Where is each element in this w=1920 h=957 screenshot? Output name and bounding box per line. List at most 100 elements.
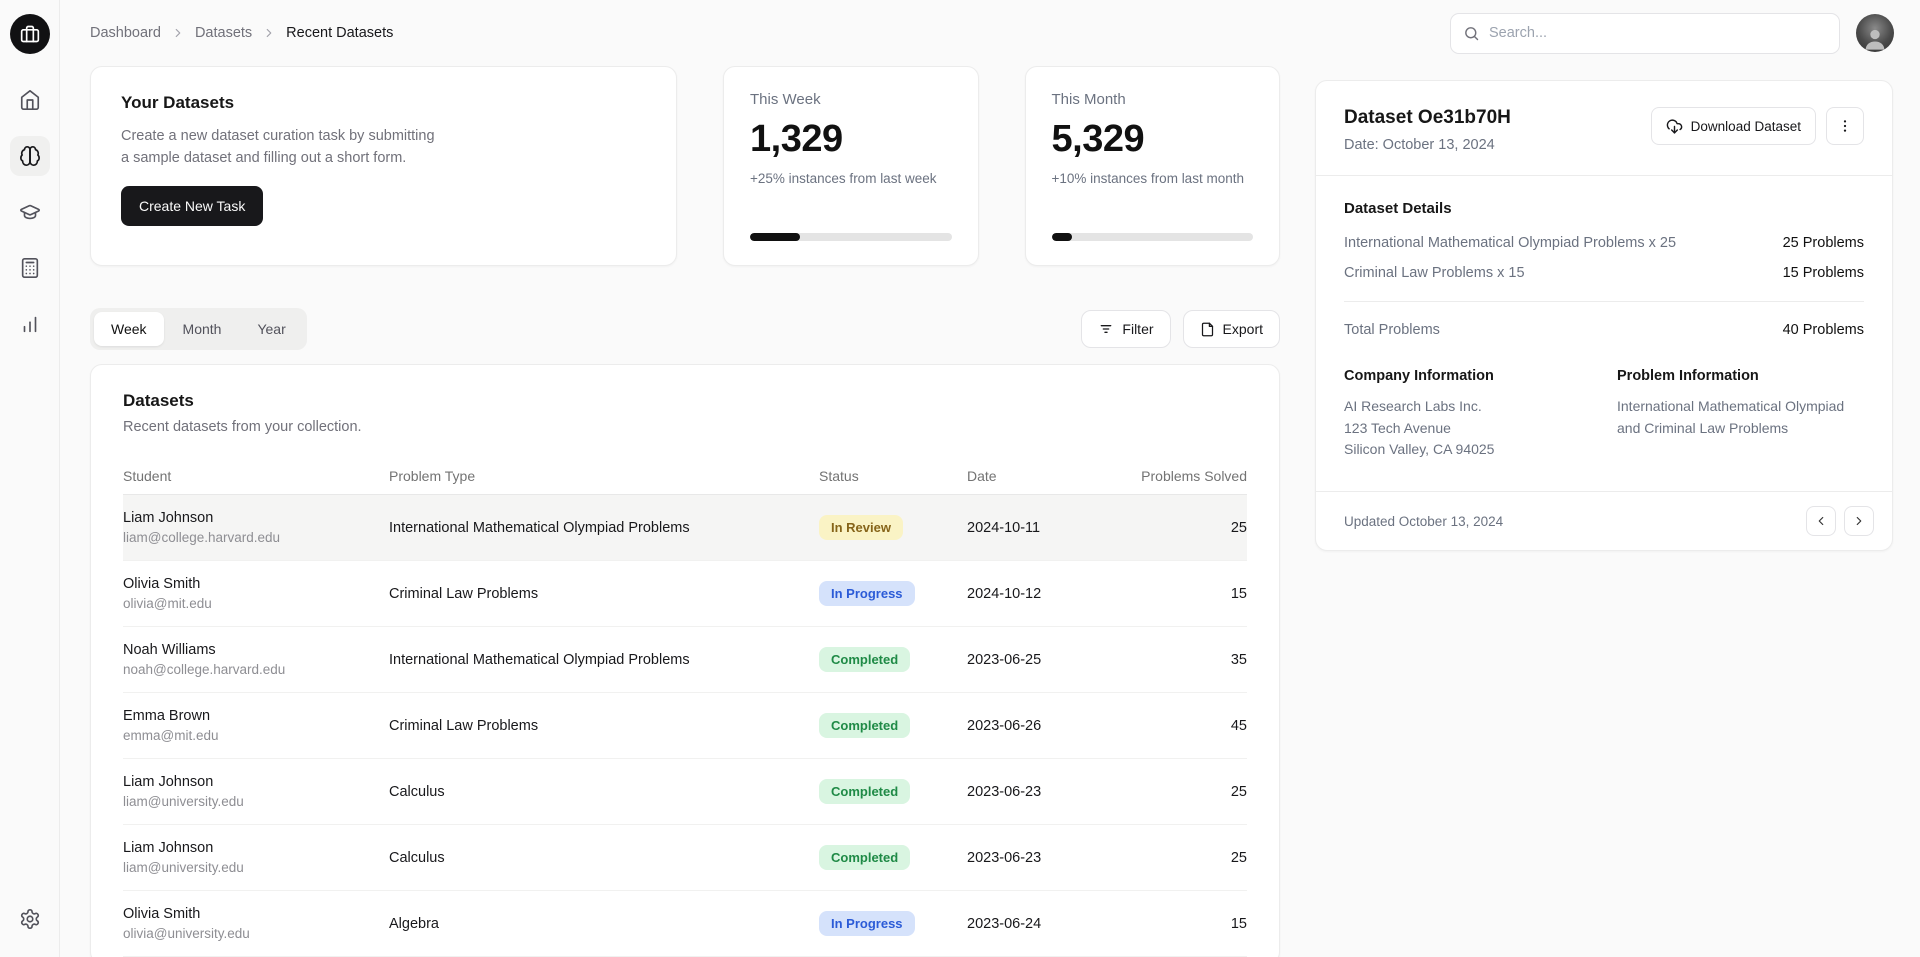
- student-email: olivia@university.edu: [123, 926, 250, 941]
- table-row[interactable]: Liam Johnson liam@college.harvard.edu In…: [123, 495, 1247, 561]
- sidebar-item-analytics[interactable]: [10, 304, 50, 344]
- file-icon: [1200, 322, 1215, 337]
- student-email: emma@mit.edu: [123, 728, 219, 743]
- gear-icon: [19, 908, 41, 930]
- updated-date-text: Updated October 13, 2024: [1344, 513, 1504, 529]
- problem-type-cell: International Mathematical Olympiad Prob…: [389, 651, 690, 668]
- problem-information-heading: Problem Information: [1617, 368, 1759, 384]
- problem-type-cell: Criminal Law Problems: [389, 717, 539, 734]
- bar-chart-icon: [19, 313, 41, 335]
- status-badge: Completed: [819, 779, 911, 804]
- status-badge: In Progress: [819, 581, 915, 606]
- status-badge: Completed: [819, 845, 911, 870]
- student-email: liam@university.edu: [123, 794, 244, 809]
- sidebar-item-datasets[interactable]: [9, 136, 50, 176]
- create-new-task-button[interactable]: Create New Task: [121, 185, 264, 226]
- sidebar-item-education[interactable]: [10, 192, 50, 232]
- table-row[interactable]: Olivia Smith olivia@mit.edu Criminal Law…: [123, 561, 1247, 627]
- problems-solved-cell: 15: [1230, 915, 1247, 932]
- column-header-problems-solved: Problems Solved: [1141, 467, 1247, 484]
- detail-row-value: 15 Problems: [1782, 265, 1864, 281]
- problem-type-cell: Calculus: [389, 849, 445, 866]
- datasets-title: Datasets: [123, 391, 194, 410]
- date-cell: 2024-10-12: [967, 585, 1042, 602]
- graduation-cap-icon: [19, 201, 41, 223]
- datasets-table-body: Liam Johnson liam@college.harvard.edu In…: [123, 495, 1247, 957]
- breadcrumb-dashboard[interactable]: Dashboard: [90, 25, 161, 41]
- sidebar-item-calculator[interactable]: [10, 248, 50, 288]
- column-header-problem-type: Problem Type: [389, 467, 476, 484]
- chevron-right-icon: [171, 26, 185, 40]
- calculator-icon: [19, 257, 41, 279]
- export-button-label: Export: [1222, 321, 1263, 337]
- student-name: Olivia Smith: [123, 576, 201, 592]
- date-cell: 2023-06-26: [967, 717, 1042, 734]
- stat-week-progress-track: [750, 233, 952, 241]
- sidebar-item-home[interactable]: [10, 80, 50, 120]
- table-row[interactable]: Liam Johnson liam@university.edu Calculu…: [123, 825, 1247, 891]
- period-tabs: Week Month Year: [90, 308, 307, 350]
- tab-month[interactable]: Month: [166, 312, 239, 346]
- column-header-status: Status: [819, 467, 859, 484]
- table-row[interactable]: Noah Williams noah@college.harvard.edu I…: [123, 627, 1247, 693]
- student-name: Noah Williams: [123, 642, 216, 658]
- sidebar: [0, 0, 60, 957]
- company-line-3: Silicon Valley, CA 94025: [1344, 441, 1495, 458]
- table-toolbar: Week Month Year Filter: [90, 308, 1280, 350]
- stat-month-progress-fill: [1051, 233, 1072, 241]
- status-badge: In Review: [819, 515, 903, 540]
- tab-year[interactable]: Year: [240, 312, 302, 346]
- tab-week[interactable]: Week: [94, 312, 164, 346]
- your-datasets-description-line1: Create a new dataset curation task by su…: [121, 128, 435, 144]
- detail-row-value: 25 Problems: [1782, 235, 1864, 251]
- user-avatar[interactable]: [1856, 14, 1894, 52]
- student-email: liam@university.edu: [123, 860, 244, 875]
- dataset-detail-date: Date: October 13, 2024: [1344, 137, 1495, 153]
- your-datasets-card: Your Datasets Create a new dataset curat…: [90, 66, 677, 266]
- search-box: [1450, 12, 1840, 54]
- stat-month-delta: +10% instances from last month: [1051, 171, 1244, 186]
- breadcrumb-recent-datasets: Recent Datasets: [286, 25, 394, 41]
- problems-solved-cell: 25: [1230, 519, 1247, 536]
- problems-solved-cell: 15: [1230, 585, 1247, 602]
- breadcrumb-datasets[interactable]: Datasets: [194, 25, 253, 41]
- kebab-menu-button[interactable]: [1826, 107, 1864, 145]
- filter-button-label: Filter: [1122, 321, 1154, 337]
- company-information-heading: Company Information: [1344, 368, 1494, 384]
- stat-week-delta: +25% instances from last week: [750, 171, 937, 186]
- filter-button[interactable]: Filter: [1081, 310, 1171, 348]
- search-input[interactable]: [1489, 25, 1827, 41]
- column-header-student: Student: [123, 467, 172, 484]
- detail-row-label: Criminal Law Problems x 15: [1344, 265, 1525, 281]
- your-datasets-description-line2: a sample dataset and filling out a short…: [121, 150, 407, 167]
- filter-icon: [1098, 321, 1114, 337]
- problem-information-text: International Mathematical Olympiad and …: [1617, 398, 1845, 436]
- table-row[interactable]: Olivia Smith olivia@university.edu Algeb…: [123, 891, 1247, 957]
- student-email: liam@college.harvard.edu: [123, 530, 281, 545]
- sidebar-item-settings[interactable]: [10, 899, 50, 939]
- stat-month-label: This Month: [1051, 91, 1126, 108]
- student-name: Emma Brown: [123, 708, 211, 724]
- stat-month-value: 5,329: [1051, 118, 1145, 160]
- stat-month-progress-track: [1051, 233, 1253, 241]
- status-badge: In Progress: [819, 911, 915, 936]
- previous-button[interactable]: [1806, 506, 1836, 537]
- briefcase-icon: [20, 24, 40, 44]
- table-row[interactable]: Liam Johnson liam@university.edu Calculu…: [123, 759, 1247, 825]
- problems-solved-cell: 25: [1230, 783, 1247, 800]
- total-problems-value: 40 Problems: [1782, 322, 1864, 338]
- status-badge: Completed: [819, 713, 911, 738]
- download-dataset-button[interactable]: Download Dataset: [1650, 107, 1816, 145]
- breadcrumb: Dashboard Datasets Recent Datasets: [90, 25, 393, 41]
- kebab-menu-icon: [1837, 118, 1853, 134]
- divider: [1344, 301, 1864, 302]
- dataset-details-heading: Dataset Details: [1344, 200, 1452, 217]
- status-badge: Completed: [819, 647, 911, 672]
- table-header: Student Problem Type Status Date Problem…: [123, 457, 1247, 495]
- app-logo[interactable]: [9, 14, 50, 54]
- student-name: Liam Johnson: [123, 774, 214, 790]
- date-cell: 2024-10-11: [967, 519, 1041, 536]
- next-button[interactable]: [1844, 506, 1874, 537]
- export-button[interactable]: Export: [1182, 310, 1280, 348]
- table-row[interactable]: Emma Brown emma@mit.edu Criminal Law Pro…: [123, 693, 1247, 759]
